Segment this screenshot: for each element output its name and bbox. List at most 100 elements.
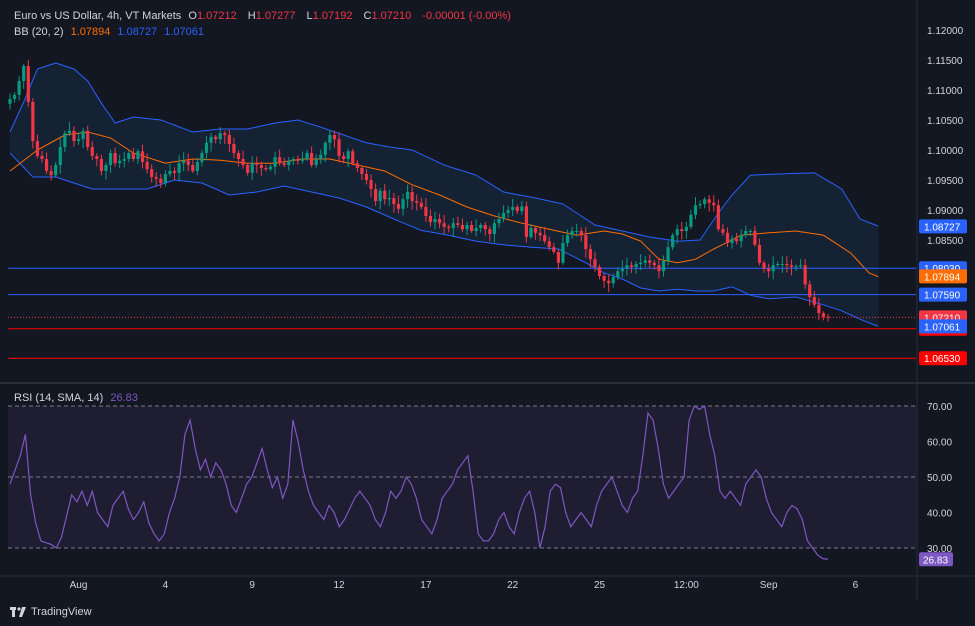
candle-body [415,201,419,203]
candle-body [355,163,359,168]
candle-body [95,156,99,159]
candle-body [501,213,506,219]
candle-body [246,165,250,173]
candle-body [680,229,684,231]
candle-body [693,205,698,215]
candle-body [35,141,40,156]
candle-body [748,231,752,232]
candle-body [648,260,652,263]
price-label-text: 1.08727 [924,222,961,233]
candle-body [520,206,524,212]
bb-legend[interactable]: BB (20, 2) 1.07894 1.08727 1.07061 [14,26,208,38]
price-tick-label: 1.10500 [927,116,964,127]
candle-body [227,135,231,144]
candle-body [575,231,579,232]
candle-body [465,225,469,230]
candle-body [127,153,131,159]
candle-body [287,160,291,165]
rsi-legend-value: 26.83 [110,392,138,404]
ohlc-high: H1.07277 [247,10,296,22]
candle-body [392,198,396,204]
candle-body [515,207,519,212]
candle-body [374,189,378,201]
candle-body [524,206,529,237]
candle-body [99,159,103,171]
candle-body [716,205,720,230]
price-label-text: 1.07210 [924,313,961,324]
candle-body [739,235,743,242]
candle-body [506,210,510,213]
candle-body [767,268,771,272]
brand-label: TradingView [31,606,92,618]
candle-body [145,162,149,170]
candle-body [762,262,766,269]
candle-body [204,142,209,153]
rsi-value-box [919,552,953,567]
price-tick-label: 1.11500 [927,56,963,67]
candle-body [26,66,30,102]
rsi-legend[interactable]: RSI (14, SMA, 14) 26.83 [14,392,142,404]
candle-body [378,190,382,201]
candle-body [671,235,675,248]
candle-body [136,151,140,159]
candle-body [364,174,369,180]
candle-body [821,313,826,317]
candle-body [474,228,478,231]
price-tick-label: 1.08500 [927,236,964,247]
tradingview-logo[interactable]: TradingView [10,606,92,618]
candle-body [497,219,501,224]
candle-body [104,165,108,171]
time-tick-label: 22 [507,580,519,591]
candle-body [113,153,117,164]
bb-upper-line[interactable] [9,62,879,242]
candle-body [54,165,58,176]
candle-body [588,249,592,260]
price-label-box [919,351,967,366]
candle-body [817,304,821,314]
candle-body [236,153,241,159]
candle-body [209,136,213,143]
candle-body [757,244,762,263]
candle-body [58,147,62,165]
candle-body [328,135,332,143]
bb-lower-value: 1.07061 [164,26,205,38]
candle-body [182,160,186,164]
candle-body [428,216,433,222]
candle-body [634,264,638,267]
candle-body [803,265,807,285]
candle-body [300,159,305,161]
candle-body [291,159,295,161]
candle-body [72,130,76,141]
candle-body [383,190,387,200]
candle-body [8,99,12,104]
rsi-value-text: 26.83 [923,555,948,566]
candle-body [597,267,602,276]
bb-lower-line[interactable] [9,152,879,327]
candle-body [241,159,245,165]
candle-body [396,204,401,209]
candle-body [49,171,53,176]
candle-body [611,277,615,284]
candle-body [657,265,661,272]
candle-body [789,265,794,267]
candle-body [424,207,428,216]
candle-body [808,284,812,297]
candle-body [698,204,702,206]
candle-body [122,159,126,161]
candle-body [433,219,437,222]
candle-body [401,199,405,209]
candle-body [735,238,739,242]
rsi-tick-label: 50.00 [927,473,952,484]
candle-body [118,160,122,164]
candle-body [12,94,17,99]
candle-body [689,214,693,227]
candle-body [63,133,67,147]
candle-body [561,243,565,263]
candle-body [771,265,775,272]
candle-body [232,144,236,153]
time-tick-label: 25 [594,580,606,591]
candle-body [488,229,492,234]
rsi-line[interactable] [9,404,829,560]
